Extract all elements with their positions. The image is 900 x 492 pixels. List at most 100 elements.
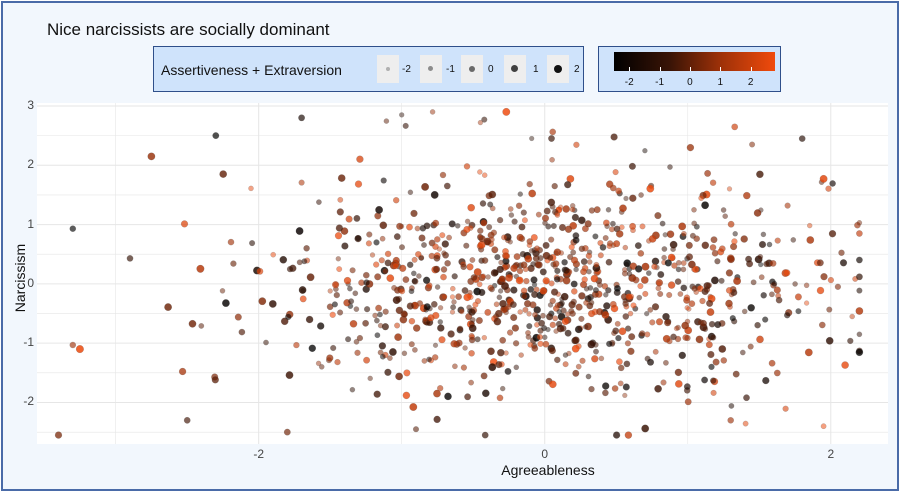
scatter-point [639,223,646,230]
scatter-point [602,234,609,242]
scatter-point [622,313,630,320]
scatter-point [520,209,527,216]
scatter-point [468,350,475,357]
scatter-point [456,325,464,333]
scatter-point [433,389,441,398]
scatter-point [440,266,448,273]
color-legend-tick [720,67,722,71]
scatter-point [333,291,340,299]
scatter-point [401,350,408,357]
scatter-point [768,359,776,367]
scatter-point [464,218,471,225]
scatter-point [718,277,725,284]
scatter-point [841,361,849,369]
scatter-point [642,290,649,297]
color-legend-label: 1 [717,77,724,88]
scatter-point [460,364,468,371]
scatter-point [678,351,687,360]
scatter-point [816,286,825,295]
scatter-point [375,205,384,214]
scatter-point [463,242,470,249]
scatter-point [415,251,422,258]
scatter-point [526,180,533,188]
scatter-point [562,276,571,285]
scatter-point [691,206,697,213]
scatter-point [674,368,683,377]
scatter-point [773,286,781,294]
scatter-point [477,227,484,234]
scatter-point [732,231,738,237]
scatter-point [687,260,696,269]
scatter-point [528,248,535,254]
scatter-point [628,162,636,170]
scatter-point [362,271,370,279]
scatter-point [629,222,637,230]
scatter-point [568,243,575,251]
scatter-point [651,303,660,311]
scatter-point [488,363,497,372]
scatter-point [677,291,684,297]
scatter-point [856,230,863,237]
scatter-point [794,293,802,301]
scatter-point [632,276,640,284]
scatter-point [380,177,387,184]
scatter-point [592,287,599,294]
scatter-point [517,309,523,315]
scatter-point [661,246,668,252]
scatter-point [496,394,504,402]
scatter-point [587,309,596,318]
scatter-point [554,212,561,218]
scatter-point [839,259,848,267]
scatter-point [586,268,592,275]
scatter-point [510,286,518,294]
scatter-point [554,267,561,275]
scatter-point [348,298,355,305]
scatter-point [353,214,361,222]
scatter-point [758,274,765,281]
scatter-point [379,353,386,360]
size-legend-key-1 [377,55,399,83]
scatter-point [523,277,530,285]
scatter-point [343,276,352,285]
scatter-point [258,297,267,306]
size-legend-label: 0 [488,64,494,75]
scatter-point [583,286,590,292]
scatter-point [295,227,304,235]
scatter-point [648,235,657,243]
scatter-point [439,171,447,179]
scatter-point [520,287,528,295]
scatter-point [212,132,220,140]
scatter-point [548,236,555,243]
scatter-point [431,354,439,361]
scatter-point [333,281,339,288]
scatter-point [551,182,558,190]
scatter-point [441,293,448,300]
scatter-point [508,212,515,218]
scatter-point [529,135,535,142]
scatter-point [623,195,629,202]
scatter-point [227,238,235,246]
scatter-point [532,311,538,318]
scatter-point [416,273,422,279]
scatter-point [591,355,599,363]
scatter-point [326,354,334,362]
scatter-point [516,233,524,242]
scatter-point [382,268,389,275]
scatter-point [826,306,833,313]
scatter-point [398,223,405,230]
size-legend: Assertiveness + Extraversion -2 -1 0 1 2 [153,46,584,92]
scatter-point [644,311,650,317]
scatter-point [326,303,334,311]
scatter-point [570,280,578,288]
scatter-point [384,368,392,376]
scatter-point [478,288,486,297]
scatter-point [402,122,409,130]
scatter-point [552,315,559,322]
scatter-point [624,325,632,332]
scatter-point [562,205,571,213]
scatter-point [638,330,646,337]
color-legend-label: -1 [655,77,665,88]
scatter-point [458,308,465,315]
scatter-point [515,202,523,210]
scatter-point [347,285,353,292]
